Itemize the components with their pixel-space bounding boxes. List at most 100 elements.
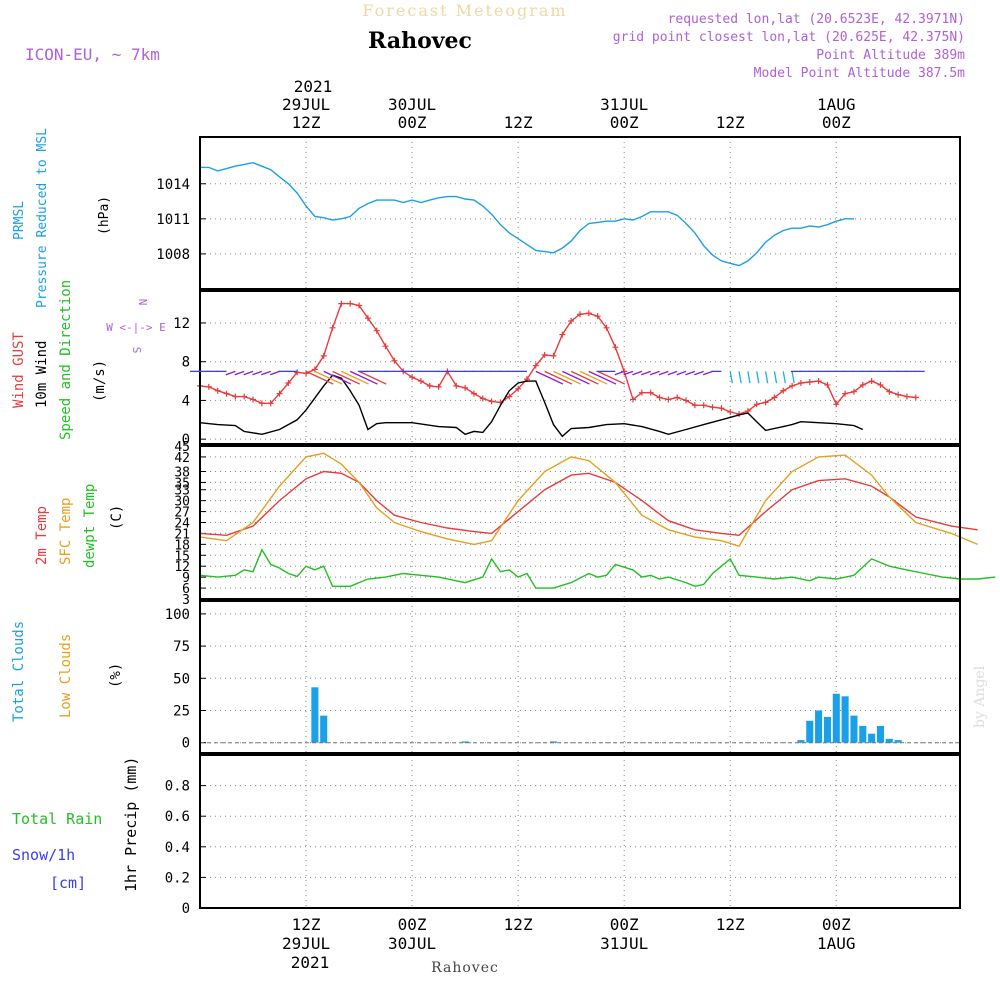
gust-marker-70 [815,378,822,385]
gust-marker-54 [674,394,681,401]
series-dewpt-temp [199,548,996,589]
gust-marker-41 [559,331,566,338]
gust-marker-56 [691,402,698,409]
wind-arrow-40 [553,370,581,385]
requested-lonlat: requested lon,lat (20.6523E, 42.3971N) [668,12,965,27]
compass-north: N [136,299,149,306]
cloud-bar-1 [320,715,328,743]
cloud-bar-12 [868,733,876,743]
top-tick-hour-4: 12Z [716,113,745,132]
wind-arrow-8 [261,370,271,376]
gust-marker-68 [797,379,804,386]
panel-frame-4 [199,754,961,909]
gust-marker-51 [647,389,654,396]
gust-marker-33 [488,398,495,405]
gust-marker-9 [276,390,283,397]
bottom-year-label: 2021 [291,953,330,972]
cloud-bar-15 [894,740,902,743]
temp-panel-labels: 2m Temp SFC Temp dewpt Temp (C) [34,484,125,568]
cloud-unit: (%) [108,663,124,688]
ytick-label-4-0: 0 [182,901,190,917]
gust-marker-2 [214,387,221,394]
wind-arrow-52 [649,370,660,376]
gust-marker-80 [903,393,910,400]
bottom-tick-date-3: 31JUL [600,934,648,953]
bottom-tick-hour-2: 12Z [504,915,533,934]
precip-panel-labels: Total Rain Snow/1h [cm] 1hr Precip (mm) [12,757,140,892]
gust-marker-27 [435,383,442,390]
gust-marker-52 [656,394,663,401]
gust-marker-12 [303,370,310,377]
gust-marker-30 [462,384,469,391]
gust-marker-74 [850,388,857,395]
pressure-unit: (hPa) [97,196,112,235]
wind-compass: N W <-|-> E S [106,299,166,354]
gust-marker-42 [568,318,575,325]
temp-dewpt-label: dewpt Temp [82,484,98,568]
panel-frame-0 [199,136,961,290]
bottom-tick-hour-0: 12Z [292,915,321,934]
wind-arrow-49 [623,370,634,376]
wind-arrow-53 [658,370,669,376]
wind-arrow-61 [738,371,742,384]
ytick-label-2-5: 18 [174,538,190,553]
cloud-bar-13 [876,725,884,743]
cloud-bar-6 [815,710,823,743]
gust-marker-19 [364,315,371,322]
cloud-bar-3 [549,741,558,743]
wind-10m-label: 10m Wind [34,341,50,408]
cloud-bar-11 [859,725,867,743]
ytick-label-2-9: 30 [174,495,190,510]
gust-marker-53 [665,396,672,403]
gust-marker-73 [842,390,849,397]
bottom-tick-date-0: 29JUL [282,934,330,953]
wind-arrow-5 [234,370,245,376]
gust-marker-57 [700,402,707,409]
gust-marker-64 [762,399,769,406]
wind-arrow-56 [685,370,696,376]
prmsl-label: PRMSL [12,201,27,240]
gust-marker-26 [426,382,433,389]
gust-marker-10 [285,379,292,386]
top-tick-date-1: 30JUL [388,95,436,114]
point-altitude: Point Altitude 389m [816,48,965,63]
cloud-bar-14 [885,738,893,743]
footer-location: Rahovec [431,960,499,976]
wind-arrow-65 [773,371,778,384]
gust-marker-1 [205,383,212,390]
gust-marker-79 [895,391,902,398]
temp-sfc-label: SFC Temp [58,498,74,565]
cloud-panel-labels: Total Clouds Low Clouds (%) [11,621,124,722]
wind-arrow-17 [349,370,378,385]
ytick-label-1-0: 0 [182,432,190,448]
wind-arrow-38 [535,370,564,385]
series-prmsl [200,161,854,267]
gust-marker-31 [470,390,477,397]
wind-arrow-14 [323,370,352,385]
ytick-label-2-10: 33 [174,484,190,499]
temp-2m-label: 2m Temp [34,506,50,565]
cloud-bar-8 [832,693,840,743]
panel-frame-1 [199,290,961,445]
model-altitude: Model Point Altitude 387.5m [754,66,965,81]
wind-arrow-48 [614,370,625,376]
gust-marker-17 [347,300,354,307]
gust-marker-11 [294,369,301,376]
ytick-label-4-1: 0.2 [165,870,190,886]
bottom-tick-hour-4: 12Z [716,915,745,934]
wind-arrow-16 [341,370,369,385]
gust-marker-7 [258,400,265,407]
wind-panel-labels: Wind GUST 10m Wind Speed and Direction (… [11,280,166,440]
gust-marker-77 [877,381,884,388]
cloud-bar-0 [311,687,319,743]
low-clouds-label: Low Clouds [58,634,74,718]
gust-marker-29 [453,382,460,389]
bottom-tick-hour-5: 00Z [822,915,851,934]
cloud-bar-7 [823,716,831,743]
top-tick-hour-0: 12Z [292,113,321,132]
ytick-label-2-4: 15 [174,549,190,564]
cloud-bar-10 [850,715,858,743]
gust-marker-48 [621,368,628,375]
cloud-bar-5 [806,720,814,743]
wind-arrow-12 [305,370,334,385]
